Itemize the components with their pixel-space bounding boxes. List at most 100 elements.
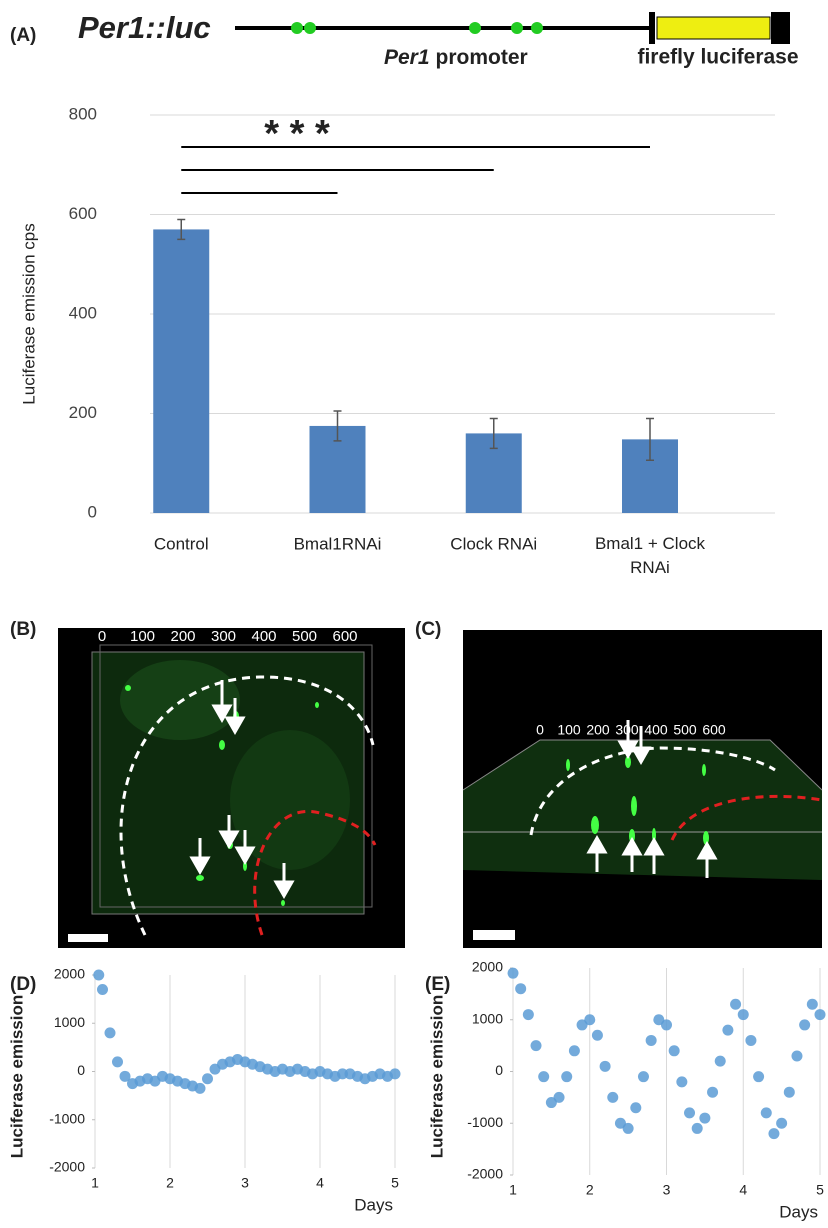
- data-point: [715, 1056, 726, 1067]
- panel-label: (B): [10, 619, 36, 640]
- page: (A) (B) (C) (D) (E) Per1::luc Per1promot…: [0, 0, 828, 1228]
- image-scale-label: 100: [130, 628, 155, 645]
- data-point: [799, 1019, 810, 1030]
- data-point: [669, 1045, 680, 1056]
- y-tick-label: 1000: [54, 1014, 85, 1030]
- image-scale-label: 200: [170, 628, 195, 645]
- data-point: [195, 1083, 206, 1094]
- panel-label: (A): [10, 25, 36, 46]
- data-point: [730, 999, 741, 1010]
- image-scale-label: 200: [586, 722, 610, 738]
- data-point: [722, 1025, 733, 1036]
- data-point: [699, 1113, 710, 1124]
- data-point: [791, 1050, 802, 1061]
- x-tick-label: 5: [391, 1175, 399, 1191]
- promoter-label: Per1 promoter: [384, 46, 528, 69]
- data-point: [646, 1035, 657, 1046]
- figure: (A) (B) (C) (D) (E) Per1::luc Per1promot…: [0, 0, 828, 1223]
- data-point: [768, 1128, 779, 1139]
- y-tick-label: 200: [69, 403, 97, 422]
- x-tick-label: 3: [241, 1175, 249, 1191]
- data-point: [554, 1092, 565, 1103]
- data-point: [661, 1019, 672, 1030]
- y-axis-label: Luciferase emission: [427, 995, 446, 1158]
- y-axis-label: Luciferase emission: [7, 995, 26, 1158]
- data-point: [105, 1027, 116, 1038]
- promoter-gene: Per1: [384, 46, 430, 69]
- image-scale-label: 400: [251, 628, 276, 645]
- x-axis-label: Days: [779, 1202, 818, 1221]
- luciferase-gene: [657, 17, 770, 39]
- reporter-label: firefly luciferase: [637, 46, 798, 69]
- data-point: [202, 1073, 213, 1084]
- y-tick-label: 0: [88, 502, 97, 521]
- x-tick-label: 1: [91, 1175, 99, 1191]
- y-tick-label: 0: [77, 1062, 85, 1078]
- x-tick-label: 4: [316, 1175, 324, 1191]
- y-tick-label: -1000: [467, 1114, 503, 1130]
- x-tick-label: Control: [154, 534, 209, 553]
- image-scale-label: 500: [673, 722, 697, 738]
- y-tick-label: 400: [69, 303, 97, 322]
- y-tick-label: -2000: [49, 1159, 85, 1175]
- x-tick-label: 4: [739, 1182, 747, 1198]
- y-tick-label: 2000: [472, 959, 503, 975]
- data-point: [538, 1071, 549, 1082]
- data-point: [515, 983, 526, 994]
- data-point: [390, 1068, 401, 1079]
- x-tick-label: 5: [816, 1182, 824, 1198]
- data-point: [776, 1118, 787, 1129]
- data-point: [592, 1030, 603, 1041]
- data-point: [523, 1009, 534, 1020]
- image-scale-label: 0: [98, 628, 106, 645]
- y-tick-label: 2000: [54, 966, 85, 982]
- significance-label: * * *: [264, 113, 330, 155]
- construct-name: Per1::luc: [78, 10, 211, 45]
- data-point: [630, 1102, 641, 1113]
- image-scale-label: 300: [211, 628, 236, 645]
- data-point: [638, 1071, 649, 1082]
- y-axis-label: Luciferase emission cps: [19, 223, 38, 404]
- panel-label: (C): [415, 619, 441, 640]
- y-tick-label: -1000: [49, 1110, 85, 1126]
- data-point: [600, 1061, 611, 1072]
- data-point: [815, 1009, 826, 1020]
- image-scale-label: 0: [536, 722, 544, 738]
- data-point: [692, 1123, 703, 1134]
- panel-label: (D): [10, 974, 36, 995]
- data-point: [561, 1071, 572, 1082]
- data-point: [738, 1009, 749, 1020]
- data-point: [93, 970, 104, 981]
- data-point: [761, 1107, 772, 1118]
- x-tick-label: Bmal1RNAi: [294, 534, 382, 553]
- y-tick-label: 600: [69, 204, 97, 223]
- image-scale-label: 600: [332, 628, 357, 645]
- promoter-word: promoter: [436, 46, 528, 69]
- data-point: [607, 1092, 618, 1103]
- data-point: [97, 984, 108, 995]
- image-scale-label: 500: [292, 628, 317, 645]
- data-point: [707, 1087, 718, 1098]
- y-tick-label: 1000: [472, 1010, 503, 1026]
- image-c: [463, 630, 822, 948]
- data-point: [623, 1123, 634, 1134]
- y-tick-label: 0: [495, 1062, 503, 1078]
- image-scale-label: 600: [702, 722, 726, 738]
- y-tick-label: -2000: [467, 1166, 503, 1182]
- data-point: [112, 1056, 123, 1067]
- data-point: [508, 968, 519, 979]
- x-tick-label: Clock RNAi: [450, 534, 537, 553]
- x-tick-label: 2: [166, 1175, 174, 1191]
- data-point: [745, 1035, 756, 1046]
- construct-junction: [649, 12, 655, 44]
- image-scale-label: 300: [615, 722, 639, 738]
- data-point: [569, 1045, 580, 1056]
- data-point: [676, 1076, 687, 1087]
- terminator: [771, 12, 790, 44]
- image-scale-label: 400: [644, 722, 668, 738]
- data-point: [753, 1071, 764, 1082]
- data-point: [684, 1107, 695, 1118]
- x-tick-label: 1: [509, 1182, 517, 1198]
- x-tick-label: 3: [663, 1182, 671, 1198]
